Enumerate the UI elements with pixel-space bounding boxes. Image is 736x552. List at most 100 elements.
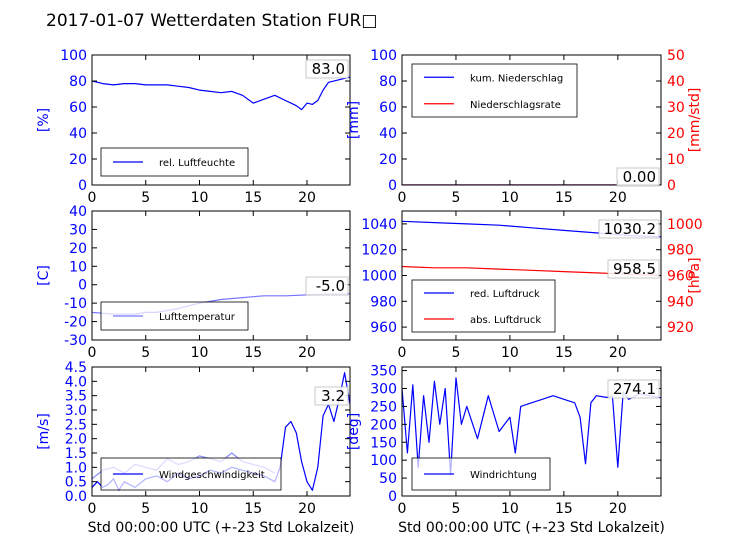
y-tick-label: 30 — [69, 222, 87, 238]
y-right-tick-label: 30 — [667, 100, 685, 116]
chart-panel-humidity: 0 5 10 15 20 0 20 40 60 80 100 [%] rel. Luftfeuchte 8… — [36, 48, 351, 206]
y-tick-label: 1020 — [361, 243, 397, 259]
y-right-tick-label: 20 — [667, 126, 685, 142]
y-tick-label: 960 — [370, 320, 397, 336]
y-right-tick-label: 40 — [667, 74, 685, 90]
y-tick-label: -30 — [64, 333, 87, 349]
y-tick-label: 80 — [69, 74, 87, 90]
y-tick-label: 300 — [370, 382, 397, 398]
y-tick-label: 40 — [69, 126, 87, 142]
series-line — [92, 76, 350, 111]
x-tick-label: 15 — [244, 190, 262, 206]
y-tick-label: 100 — [370, 453, 397, 469]
legend: Windgeschwindigkeit — [100, 457, 282, 491]
y-right-tick-label: 0 — [667, 178, 676, 194]
chart-panel-precipitation: 0 5 10 15 20 0 20 40 60 80 100 0 10 20 30 40 50 [mm] [mm/s… — [346, 48, 703, 206]
current-value-label: -5.0 — [316, 277, 345, 295]
y-tick-label: 150 — [370, 435, 397, 451]
x-tick-label: 0 — [88, 190, 97, 206]
y-tick-label: 60 — [379, 100, 397, 116]
y-tick-label: 1.5 — [65, 446, 87, 462]
y-tick-label: 100 — [60, 48, 87, 64]
y-axis-label: [C] — [36, 265, 52, 286]
x-axis-label: Std 00:00:00 UTC (+-23 Std Lokalzeit) — [88, 520, 355, 536]
x-tick-label: 10 — [501, 190, 519, 206]
x-tick-label: 5 — [451, 501, 460, 517]
x-tick-label: 5 — [451, 345, 460, 361]
legend-label: Windrichtung — [470, 470, 537, 481]
y-tick-label: 3.0 — [65, 403, 87, 419]
y-tick-label: 250 — [370, 399, 397, 415]
x-tick-label: 10 — [501, 345, 519, 361]
x-tick-label: 15 — [244, 345, 262, 361]
y-tick-label: 10 — [69, 259, 87, 275]
x-tick-label: 20 — [298, 345, 316, 361]
current-value-box — [305, 59, 349, 79]
current-value-label: 274.1 — [613, 380, 656, 398]
y-tick-label: 0 — [78, 178, 87, 194]
legend-label: rel. Luftfeuchte — [159, 158, 235, 169]
y-tick-label: 100 — [370, 48, 397, 64]
x-tick-label: 20 — [609, 501, 627, 517]
y-tick-label: 40 — [379, 126, 397, 142]
x-tick-label: 15 — [555, 345, 573, 361]
current-value-label: 3.2 — [321, 387, 345, 405]
current-value-label: 958.5 — [613, 260, 656, 278]
axes-frame — [91, 210, 351, 341]
y-tick-label: 80 — [379, 74, 397, 90]
x-tick-label: 20 — [609, 190, 627, 206]
x-tick-label: 10 — [191, 345, 209, 361]
x-tick-label: 10 — [191, 190, 209, 206]
y-right-tick-label: 920 — [667, 320, 694, 336]
x-tick-label: 15 — [555, 190, 573, 206]
y-tick-label: -20 — [64, 315, 87, 331]
current-value-box — [598, 219, 660, 239]
series-group — [402, 377, 661, 476]
y-axis-label: [%] — [36, 108, 52, 132]
x-tick-label: 5 — [141, 345, 150, 361]
legend-label: kum. Niederschlag — [470, 73, 563, 84]
x-tick-label: 20 — [298, 190, 316, 206]
current-value-box — [616, 167, 660, 187]
y-tick-label: 2.5 — [65, 417, 87, 433]
y-tick-label: 200 — [370, 417, 397, 433]
y-tick-label: 0 — [78, 278, 87, 294]
current-value-box — [607, 259, 660, 279]
current-value-box — [607, 379, 660, 399]
axes-frame — [91, 366, 351, 497]
y-tick-label: 50 — [379, 471, 397, 487]
x-tick-label: 5 — [141, 190, 150, 206]
axes-frame — [401, 54, 662, 186]
legend-box — [411, 63, 578, 118]
legend-label: red. Luftdruck — [470, 289, 540, 300]
y-tick-label: 350 — [370, 364, 397, 380]
legend: kum. Niederschlag Niederschlagsrate — [411, 63, 578, 118]
y-tick-label: 2.0 — [65, 432, 87, 448]
y-right-tick-label: 960 — [667, 269, 694, 285]
y-right-axis-label: [mm/std] — [687, 88, 703, 153]
x-tick-label: 5 — [451, 190, 460, 206]
legend: Windrichtung — [411, 457, 551, 491]
y-tick-label: 60 — [69, 100, 87, 116]
x-tick-label: 5 — [141, 501, 150, 517]
legend: red. Luftdruck abs. Luftdruck — [411, 279, 556, 333]
current-value-label: 1030.2 — [604, 220, 657, 238]
x-tick-label: 0 — [88, 501, 97, 517]
y-tick-label: 3.5 — [65, 389, 87, 405]
x-tick-label: 0 — [398, 501, 407, 517]
x-tick-label: 20 — [298, 501, 316, 517]
legend-label: Windgeschwindigkeit — [159, 470, 265, 481]
legend: Lufttemperatur — [100, 301, 249, 331]
y-tick-label: 0 — [388, 178, 397, 194]
axes-frame — [401, 366, 662, 497]
y-axis-label: [m/s] — [36, 413, 52, 450]
x-tick-label: 0 — [88, 345, 97, 361]
x-tick-label: 10 — [191, 501, 209, 517]
legend-label: abs. Luftdruck — [470, 315, 541, 326]
chart-panel-pressure: 0 5 10 15 20 960 980 1000 1020 1040 920 940 960 980 10… — [361, 210, 703, 361]
y-right-axis-label: [hPa] — [687, 257, 703, 293]
y-tick-label: 0.0 — [65, 489, 87, 505]
y-tick-label: 20 — [379, 152, 397, 168]
current-value-label: 0.00 — [623, 168, 656, 186]
